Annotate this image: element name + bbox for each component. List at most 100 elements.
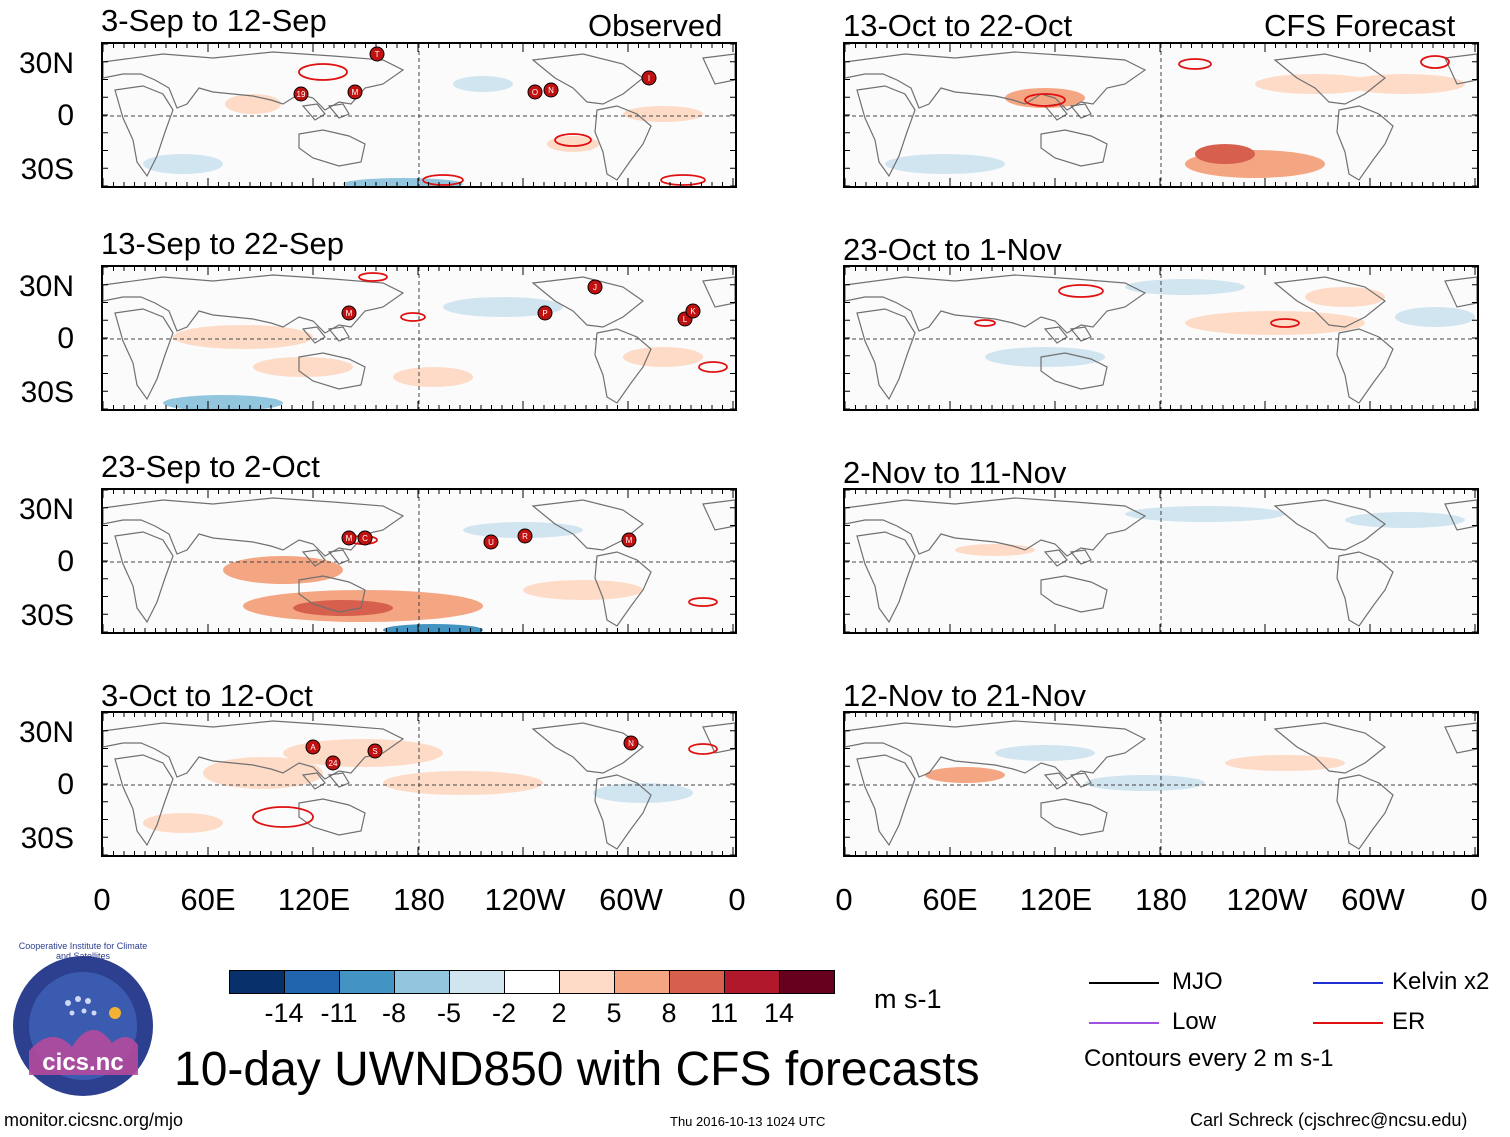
storm-marker-icon bbox=[293, 86, 309, 102]
lat-label: 0 bbox=[57, 99, 74, 132]
er-contour bbox=[252, 806, 314, 828]
storm-marker-label: M bbox=[346, 309, 353, 318]
storm-marker: R bbox=[517, 528, 533, 544]
wind-anomaly-area bbox=[1345, 512, 1465, 528]
storm-marker-label: R bbox=[522, 532, 528, 541]
wind-anomaly-area bbox=[995, 745, 1095, 761]
map-canvas bbox=[845, 44, 1477, 186]
map-canvas bbox=[845, 713, 1477, 855]
lat-label: 30N bbox=[18, 716, 74, 749]
continent-outline bbox=[1336, 774, 1394, 850]
wind-anomaly-area bbox=[955, 544, 1035, 556]
er-contour bbox=[1024, 93, 1066, 107]
panel-title-7: 2-Nov to 11-Nov bbox=[843, 455, 1067, 490]
er-contour bbox=[974, 319, 996, 327]
storm-marker: 19 bbox=[293, 86, 309, 102]
wind-anomaly-area bbox=[885, 154, 1005, 174]
storm-marker-label: A bbox=[310, 743, 316, 752]
colorbar-label: -8 bbox=[381, 998, 406, 1028]
storm-marker-label: M bbox=[352, 88, 359, 97]
lon-label: 180 bbox=[1135, 882, 1187, 917]
continent-outline bbox=[1444, 722, 1477, 754]
wind-anomaly-area bbox=[225, 94, 281, 114]
storm-marker-label: T bbox=[375, 50, 380, 59]
continent-outline bbox=[103, 497, 405, 557]
continent-outline bbox=[856, 85, 916, 178]
lat-label: 30N bbox=[18, 270, 74, 303]
wind-anomaly-area bbox=[1085, 775, 1205, 791]
continent-outline bbox=[301, 326, 326, 344]
panel-title-6: 23-Oct to 1-Nov bbox=[843, 232, 1062, 267]
panel-title-2: 13-Sep to 22-Sep bbox=[101, 226, 345, 261]
continent-outline bbox=[856, 531, 916, 624]
panel-title-5: 13-Oct to 22-Oct bbox=[843, 8, 1073, 43]
footer-url[interactable]: monitor.cicsnc.org/mjo bbox=[4, 1110, 184, 1130]
wind-anomaly-area bbox=[173, 325, 313, 349]
lon-label: 0 bbox=[93, 882, 111, 917]
storm-marker-icon bbox=[527, 84, 543, 100]
lat-label: 0 bbox=[57, 322, 74, 355]
storm-marker-icon bbox=[325, 755, 341, 771]
continent-outline bbox=[1273, 499, 1387, 551]
storm-marker-icon bbox=[641, 70, 657, 86]
storm-marker-icon bbox=[685, 303, 701, 319]
continent-outline bbox=[1336, 551, 1394, 627]
colorbar-label: -11 bbox=[320, 998, 358, 1028]
er-contour bbox=[1178, 58, 1212, 70]
continent-outline bbox=[114, 754, 174, 847]
lat-label: 30S bbox=[20, 153, 74, 186]
lon-label: 120E bbox=[277, 882, 351, 917]
storm-marker-label: 19 bbox=[297, 90, 306, 99]
storm-marker: N bbox=[543, 82, 559, 98]
continent-outline bbox=[1040, 575, 1108, 613]
map-panel-forecast-3 bbox=[843, 488, 1479, 634]
continent-outline bbox=[1040, 352, 1108, 390]
storm-marker-label: J bbox=[593, 283, 597, 292]
lon-label: 60E bbox=[922, 882, 978, 917]
continent-outline bbox=[1444, 276, 1477, 308]
lon-label: 0 bbox=[1470, 882, 1488, 917]
continent-outline bbox=[531, 53, 645, 105]
continent-outline bbox=[1043, 549, 1068, 567]
wind-anomaly-area bbox=[383, 771, 543, 795]
footer-author: Carl Schreck (cjschrec@ncsu.edu) bbox=[1190, 1110, 1468, 1130]
colorbar-label: 5 bbox=[606, 998, 622, 1028]
continent-outline bbox=[531, 276, 645, 328]
cics-logo-graphic bbox=[13, 956, 153, 1096]
storm-marker: C bbox=[357, 530, 373, 546]
colorbar-swatch bbox=[779, 970, 835, 994]
storm-marker: M bbox=[341, 530, 357, 546]
storm-marker-icon bbox=[543, 82, 559, 98]
lat-label: 0 bbox=[57, 768, 74, 801]
wind-anomaly-area bbox=[547, 136, 599, 152]
continent-outline bbox=[103, 720, 405, 780]
map-panel-forecast-4 bbox=[843, 711, 1479, 857]
wind-anomaly-area bbox=[1185, 311, 1365, 335]
storm-marker: S bbox=[367, 743, 383, 759]
storm-marker-icon bbox=[483, 534, 499, 550]
legend-label-low: Low bbox=[1172, 1008, 1217, 1035]
continent-outline bbox=[1069, 103, 1092, 119]
lat-label: 30N bbox=[18, 493, 74, 526]
continent-outline bbox=[327, 549, 350, 565]
er-contour bbox=[422, 174, 464, 186]
storm-marker-label: P bbox=[542, 309, 547, 318]
continent-outline bbox=[1273, 276, 1387, 328]
continent-outline bbox=[1444, 499, 1477, 531]
storm-marker-icon bbox=[621, 532, 637, 548]
forecast-header: CFS Forecast bbox=[1264, 8, 1456, 43]
storm-marker-label: O bbox=[532, 88, 538, 97]
colorbar-label: -5 bbox=[436, 998, 461, 1028]
storm-marker-icon bbox=[369, 46, 385, 62]
colorbar-swatch bbox=[504, 970, 560, 994]
wind-anomaly-area bbox=[203, 757, 323, 789]
panel-title-3: 23-Sep to 2-Oct bbox=[101, 449, 320, 484]
storm-marker: P bbox=[537, 305, 553, 321]
legend-label-er: ER bbox=[1392, 1008, 1426, 1035]
continent-outline bbox=[1040, 798, 1108, 836]
continent-outline bbox=[301, 772, 326, 790]
continent-outline bbox=[1336, 105, 1394, 181]
storm-marker: I bbox=[641, 70, 657, 86]
storm-marker-icon bbox=[347, 84, 363, 100]
continent-outline bbox=[1069, 772, 1092, 788]
